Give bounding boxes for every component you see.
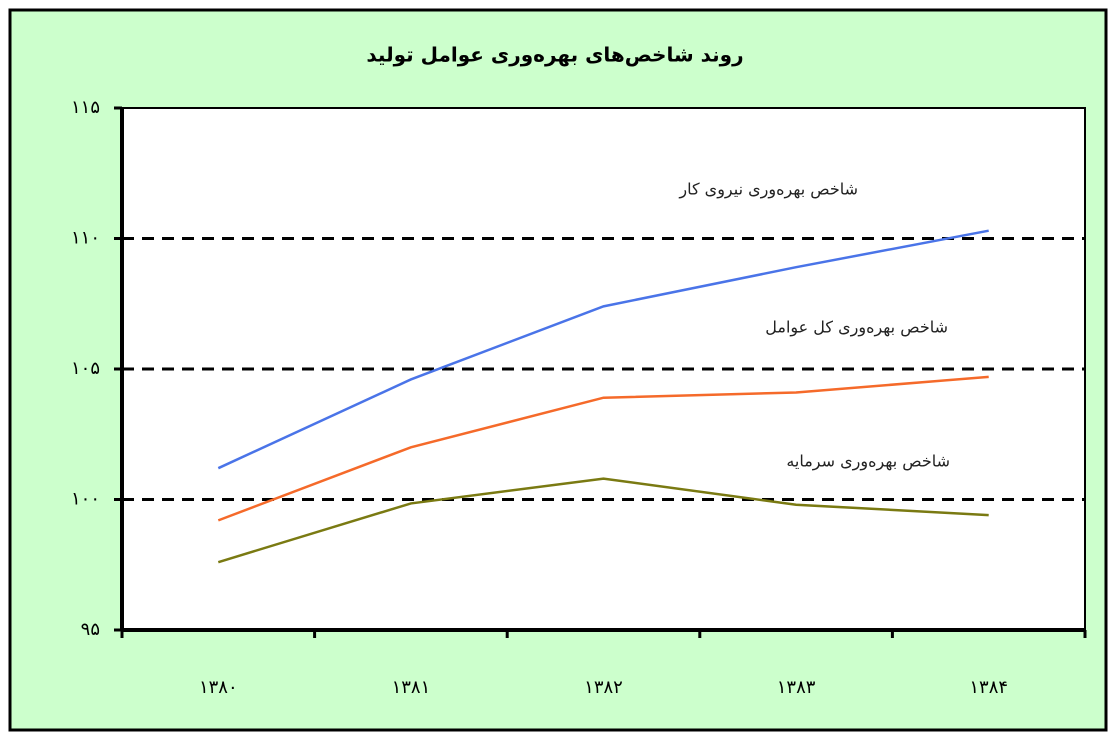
y-tick-label: ۹۵ [81,619,100,640]
series-line [217,229,989,470]
chart-title: روند شاخص‌های بهره‌وری عوامل تولید [366,43,743,67]
y-tick-label: ۱۱۰ [71,228,100,249]
x-tick-label: ۱۳۸۱ [392,677,431,698]
x-tick-label: ۱۳۸۳ [777,677,816,698]
series-line [217,375,989,522]
x-tick-label: ۱۳۸۲ [584,677,623,698]
series-line [217,477,989,564]
y-tick-label: ۱۰۰ [71,489,100,510]
series-label: شاخص بهره‌وری سرمایه [786,452,950,472]
series-label: شاخص بهره‌وری نیروی کار [678,180,858,200]
x-tick-label: ۱۳۸۴ [969,677,1008,698]
x-tick-label: ۱۳۸۰ [199,677,238,698]
series-label: شاخص بهره‌وری کل عوامل [765,318,948,338]
y-tick-label: ۱۰۵ [71,358,100,379]
y-tick-label: ۱۱۵ [71,97,100,118]
